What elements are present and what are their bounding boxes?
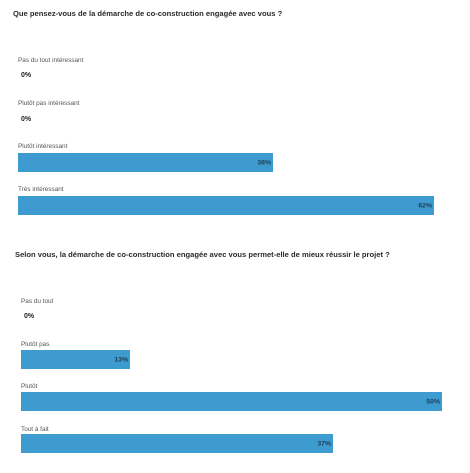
bar: 62% (18, 196, 434, 215)
bar-value-label: 13% (114, 356, 128, 363)
bar-label: Plutôt pas (21, 341, 50, 348)
bar-label: Plutôt pas intéressant (18, 100, 80, 107)
bar-label: Pas du tout (21, 298, 54, 305)
bar-label: Plutôt intéressant (18, 143, 68, 150)
bar: 13% (21, 350, 130, 369)
bar-label: Plutôt (21, 383, 38, 390)
bar-value-label: 50% (426, 398, 440, 405)
chart-title: Que pensez-vous de la démarche de co-con… (13, 9, 283, 18)
bar-value-label: 62% (418, 202, 432, 209)
bar-value-label: 38% (257, 159, 271, 166)
bar-label: Pas du tout intéressant (18, 57, 84, 64)
bar-value-label: 0% (24, 313, 35, 320)
bar-value-label: 0% (21, 116, 32, 123)
bar-label: Tout à fait (21, 426, 49, 433)
bar: 37% (21, 434, 333, 453)
bar-label: Très intéressant (18, 186, 64, 193)
bar-value-label: 37% (317, 440, 331, 447)
bar-value-label: 0% (21, 72, 32, 79)
bar: 38% (18, 153, 273, 172)
chart-title: Selon vous, la démarche de co-constructi… (15, 250, 390, 259)
bar: 50% (21, 392, 442, 411)
